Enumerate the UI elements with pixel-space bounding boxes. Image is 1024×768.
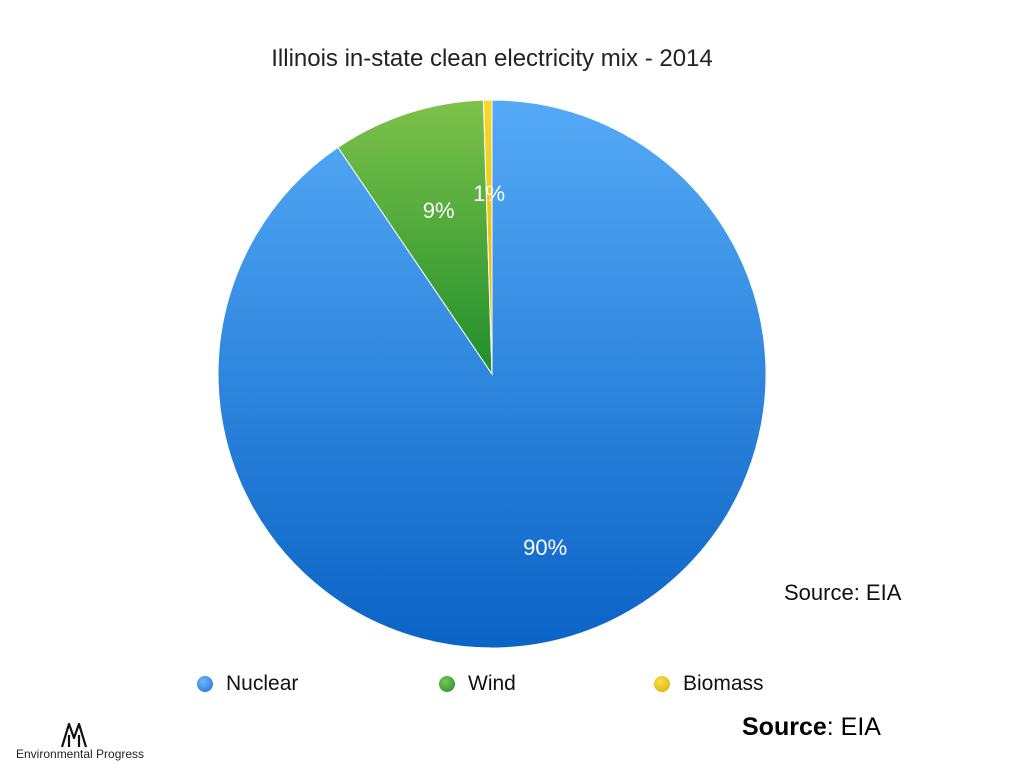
legend-swatch-biomass bbox=[654, 676, 670, 692]
legend-swatch-nuclear bbox=[197, 676, 213, 692]
legend-label-wind: Wind bbox=[468, 672, 516, 695]
legend-item-nuclear: Nuclear bbox=[197, 672, 298, 696]
legend-label-nuclear: Nuclear bbox=[226, 672, 299, 695]
pie-slice-wind bbox=[337, 99, 493, 376]
pie-slice-biomass bbox=[482, 99, 493, 375]
legend-label-biomass: Biomass bbox=[683, 672, 764, 695]
slice-label-biomass: 1% bbox=[473, 181, 505, 206]
chart-title: Illinois in-state clean electricity mix … bbox=[271, 45, 713, 72]
source-note: Source: EIA bbox=[784, 580, 902, 605]
slice-label-nuclear: 90% bbox=[523, 535, 567, 560]
source-footer-value: : EIA bbox=[826, 713, 881, 741]
source-footer: Source: EIA bbox=[742, 713, 881, 742]
pie-chart: 90% 9% 1% bbox=[217, 99, 767, 649]
legend-item-biomass: Biomass bbox=[654, 672, 764, 696]
slice-label-wind: 9% bbox=[423, 198, 455, 223]
legend-item-wind: Wind bbox=[439, 672, 516, 696]
legend: Nuclear Wind Biomass bbox=[0, 672, 1024, 702]
trees-icon bbox=[60, 722, 88, 748]
source-footer-label: Source bbox=[742, 713, 827, 741]
legend-swatch-wind bbox=[439, 676, 455, 692]
logo-text: Environmental Progress bbox=[16, 747, 145, 761]
